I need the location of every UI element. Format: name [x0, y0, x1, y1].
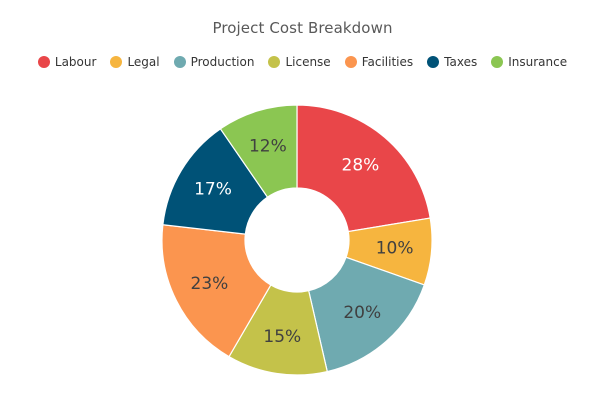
- legend-item-production[interactable]: Production: [173, 55, 255, 69]
- slice-production[interactable]: [307, 256, 426, 373]
- legend-item-license[interactable]: License: [268, 55, 331, 69]
- legend-marker-legal: [110, 56, 123, 68]
- legend-marker-labour: [37, 56, 50, 68]
- legend-label-insurance: Insurance: [508, 55, 568, 69]
- legend-label-license: License: [285, 55, 331, 69]
- legend-marker-license: [268, 56, 281, 68]
- legend: Labour Legal Production License Faciliti…: [0, 55, 605, 69]
- legend-label-production: Production: [190, 55, 255, 69]
- legend-item-taxes[interactable]: Taxes: [427, 55, 477, 69]
- legend-item-legal[interactable]: Legal: [110, 55, 160, 69]
- slice-facilities[interactable]: [161, 224, 272, 358]
- legend-item-labour[interactable]: Labour: [37, 55, 97, 69]
- legend-label-taxes: Taxes: [444, 55, 478, 69]
- legend-marker-insurance: [491, 56, 504, 68]
- legend-label-legal: Legal: [127, 55, 160, 69]
- slice-insurance[interactable]: [219, 104, 298, 199]
- slice-labour[interactable]: [296, 104, 431, 233]
- legend-item-facilities[interactable]: Facilities: [344, 55, 414, 69]
- legend-label-labour: Labour: [54, 55, 97, 69]
- legend-marker-production: [173, 56, 186, 68]
- legend-item-insurance[interactable]: Insurance: [491, 55, 567, 69]
- legend-marker-taxes: [427, 56, 440, 68]
- legend-marker-facilities: [344, 56, 357, 68]
- legend-label-facilities: Facilities: [361, 55, 414, 69]
- chart-title: Project Cost Breakdown: [212, 19, 393, 37]
